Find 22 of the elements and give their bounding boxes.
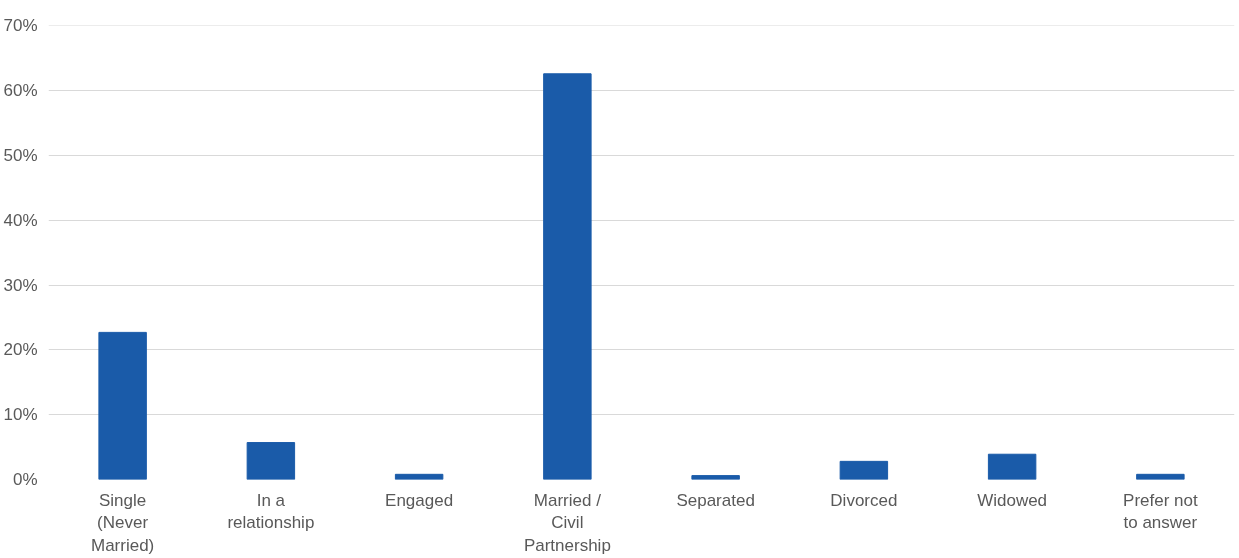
bar bbox=[98, 331, 147, 480]
x-tick-label: Prefer not to answer bbox=[1123, 490, 1198, 533]
x-tick-label: Separated bbox=[676, 490, 755, 510]
y-tick-label: 60% bbox=[3, 81, 38, 101]
x-tick-label: Divorced bbox=[830, 490, 898, 510]
bar bbox=[246, 442, 296, 480]
x-tick-label: Single (Never Married) bbox=[90, 490, 155, 556]
y-tick-label: 20% bbox=[3, 340, 38, 360]
x-tick-label: Widowed bbox=[977, 490, 1048, 510]
bar bbox=[691, 475, 740, 480]
bar bbox=[839, 460, 889, 480]
x-tick-label: In a relationship bbox=[227, 490, 315, 533]
x-tick-label: Married / Civil Partnership bbox=[523, 490, 611, 556]
x-tick-label: Engaged bbox=[385, 490, 454, 510]
y-tick-label: 40% bbox=[3, 210, 38, 230]
y-tick-label: 10% bbox=[3, 405, 38, 425]
y-tick-label: 30% bbox=[3, 275, 38, 295]
y-tick-label: 50% bbox=[3, 145, 38, 165]
y-tick-label: 0% bbox=[12, 470, 38, 489]
y-tick-label: 70% bbox=[3, 16, 38, 36]
bar bbox=[543, 73, 592, 480]
bar bbox=[987, 453, 1037, 480]
